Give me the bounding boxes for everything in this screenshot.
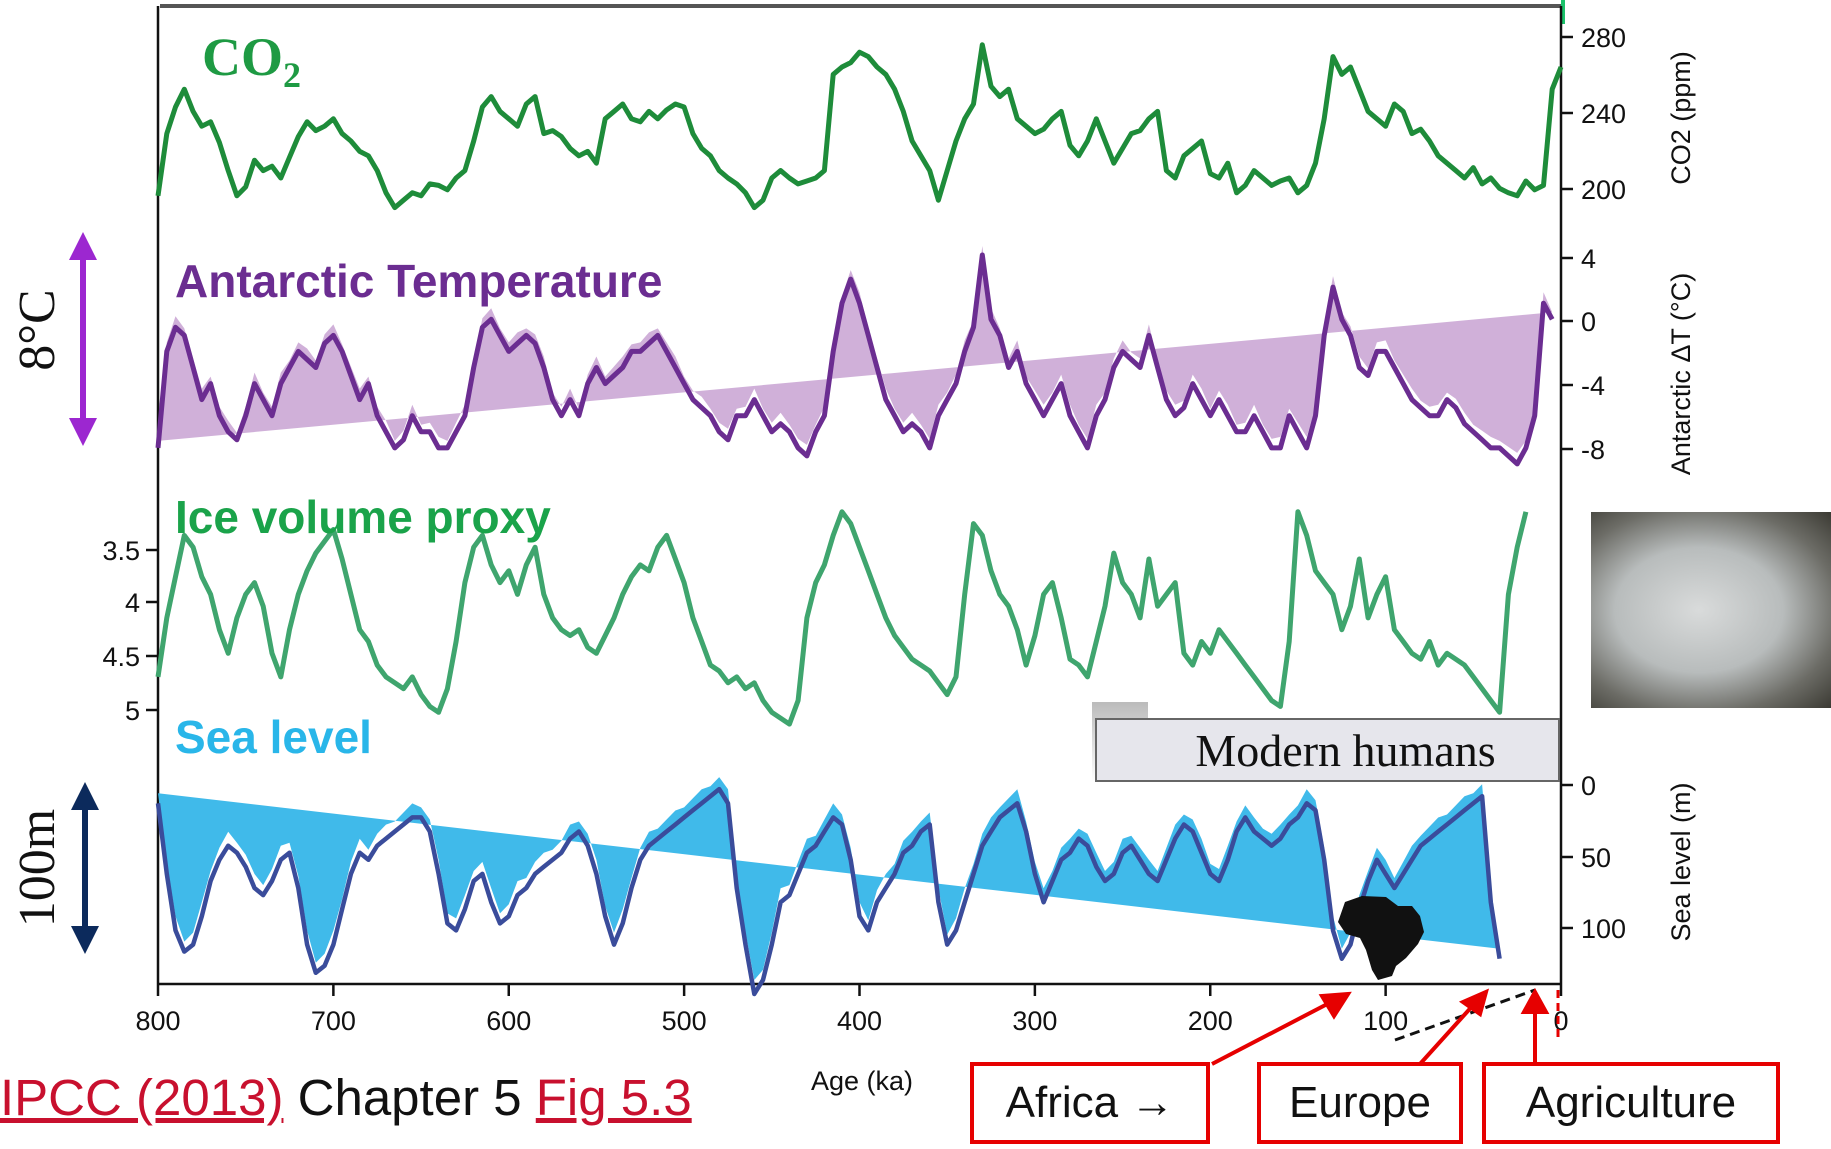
xtick-label: 600: [486, 1006, 531, 1036]
scale-arrow-sea: [71, 782, 99, 954]
callout-africa: Africa →: [970, 1062, 1210, 1144]
antarctic-ytick-label: -4: [1581, 371, 1605, 401]
sea-uncertainty-band: [158, 777, 1500, 980]
sea-ytick-label: 0: [1581, 771, 1596, 801]
callout-arrows: [1211, 987, 1550, 1066]
scale-label-sea: 100m: [9, 809, 66, 927]
antarctic-axis-title: Antarctic ΔT (°C): [1666, 273, 1696, 475]
antarctic-title: Antarctic Temperature: [175, 255, 662, 307]
ice-title: Ice volume proxy: [175, 491, 551, 543]
antarctic-series-line: [155, 252, 1555, 467]
xtick-label: 300: [1012, 1006, 1057, 1036]
ice-ytick-label: 5: [125, 696, 140, 726]
sea-series-line: [155, 786, 1502, 997]
xtick-label: 100: [1363, 1006, 1408, 1036]
ipcc-link[interactable]: IPCC (2013): [0, 1069, 284, 1126]
antarctic-uncertainty-band: [158, 246, 1553, 453]
africa-map-icon: [1338, 896, 1424, 980]
co2-ytick-label: 280: [1581, 23, 1626, 53]
co2-ytick-label: 200: [1581, 175, 1626, 205]
xtick-label: 700: [311, 1006, 356, 1036]
scale-arrow-temp: [69, 232, 97, 446]
co2-title: CO2: [202, 27, 301, 95]
antarctic-ytick-label: 0: [1581, 307, 1596, 337]
xtick-label: 200: [1188, 1006, 1233, 1036]
ice-ytick-label: 4.5: [102, 642, 140, 672]
sea-ytick-label: 50: [1581, 843, 1611, 873]
x-axis-title: Age (ka): [811, 1066, 913, 1096]
sea-title: Sea level: [175, 711, 372, 763]
sea-axis-title: Sea level (m): [1666, 782, 1696, 941]
ice-core-photo: [1591, 512, 1831, 708]
modern-humans-label: Modern humans: [1095, 718, 1560, 782]
xtick-label: 0: [1553, 1006, 1568, 1036]
dashed-trend: [1394, 988, 1536, 1042]
co2-ytick-label: 240: [1581, 99, 1626, 129]
scale-label-temp: 8°C: [9, 289, 66, 370]
ice-series-line: [155, 509, 1529, 727]
co2-series-line: [155, 42, 1564, 211]
xtick-label: 500: [662, 1006, 707, 1036]
callout-agriculture: Agriculture: [1482, 1062, 1780, 1144]
ice-ytick-label: 3.5: [102, 536, 140, 566]
citation-chapter: Chapter 5: [283, 1069, 536, 1126]
ice-ytick-label: 4: [125, 588, 140, 618]
co2-axis-title: CO2 (ppm): [1666, 51, 1696, 185]
antarctic-ytick-label: -8: [1581, 435, 1605, 465]
fig-link[interactable]: Fig 5.3: [535, 1069, 692, 1126]
xtick-label: 400: [837, 1006, 882, 1036]
xtick-label: 800: [135, 1006, 180, 1036]
sea-ytick-label: 100: [1581, 914, 1626, 944]
callout-europe: Europe: [1257, 1062, 1463, 1144]
antarctic-ytick-label: 4: [1581, 244, 1596, 274]
citation: IPCC (2013) Chapter 5 Fig 5.3: [0, 1068, 692, 1127]
